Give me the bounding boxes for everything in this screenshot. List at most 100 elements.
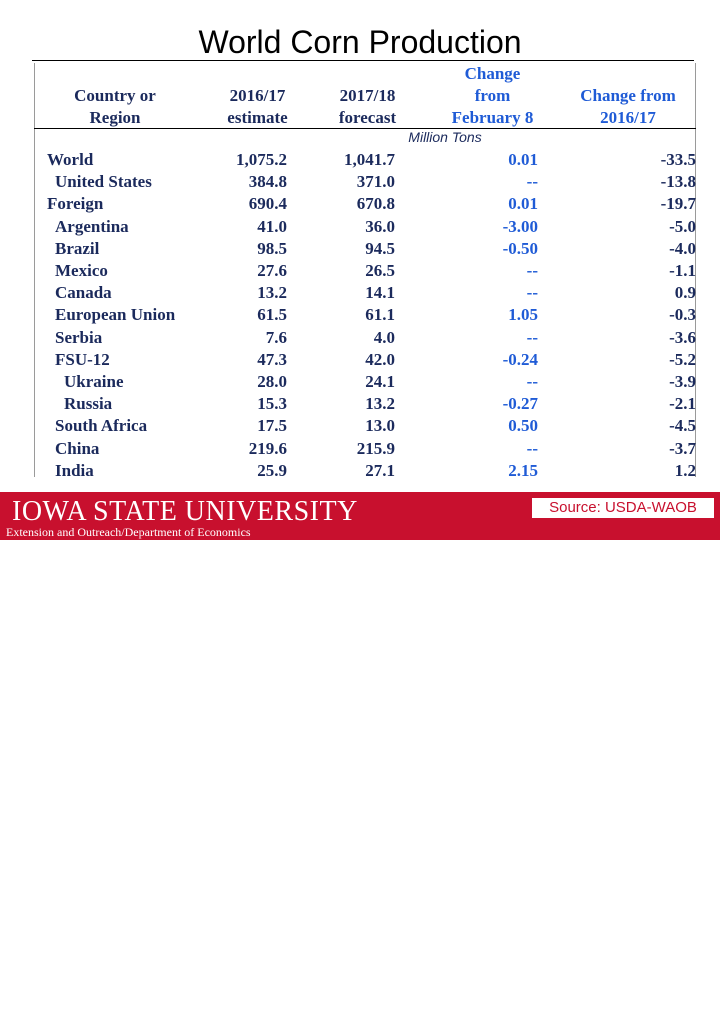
table-row: Serbia 7.6 4.0 -- -3.6 bbox=[0, 327, 720, 349]
source-label: Source: USDA-WAOB bbox=[532, 498, 714, 518]
header-change-prior: Change from 2016/17 bbox=[560, 85, 696, 129]
row-estimate: 27.6 bbox=[257, 261, 287, 280]
row-forecast: 215.9 bbox=[356, 438, 395, 458]
row-forecast: 670.8 bbox=[356, 194, 395, 214]
row-region-name: Brazil bbox=[55, 238, 100, 258]
row-region-name: Canada bbox=[55, 283, 112, 303]
table-row: Canada 13.2 14.1 -- 0.9 bbox=[0, 282, 720, 304]
header-region-line2: Region bbox=[89, 108, 141, 127]
row-change-feb: -- bbox=[526, 372, 538, 391]
row-estimate: 41.0 bbox=[257, 216, 287, 236]
header-region-line1: Country or bbox=[74, 86, 156, 105]
row-region-name: FSU-12 bbox=[55, 349, 110, 369]
row-forecast: 371.0 bbox=[356, 172, 395, 192]
row-region-name: Mexico bbox=[55, 261, 108, 280]
row-estimate: 690.4 bbox=[248, 194, 287, 214]
row-estimate: 61.5 bbox=[257, 305, 287, 325]
row-region-name: World bbox=[47, 150, 94, 169]
row-region-name: China bbox=[55, 438, 100, 458]
row-region-name: South Africa bbox=[55, 416, 148, 436]
row-forecast: 24.1 bbox=[365, 372, 395, 391]
row-estimate: 17.5 bbox=[257, 416, 287, 436]
row-forecast: 94.5 bbox=[365, 238, 395, 258]
row-change-feb: -0.50 bbox=[502, 238, 538, 258]
row-change-feb: 0.01 bbox=[508, 150, 538, 169]
row-region-name: India bbox=[55, 460, 94, 480]
row-change-prior: -1.1 bbox=[669, 261, 696, 280]
header-estimate: 2016/17 estimate bbox=[205, 85, 310, 129]
table-row: China 219.6 215.9 -- -3.7 bbox=[0, 438, 720, 460]
row-change-prior: -5.0 bbox=[669, 216, 696, 236]
row-change-prior: -19.7 bbox=[660, 194, 696, 214]
university-name: IOWA STATE UNIVERSITY bbox=[12, 496, 358, 527]
row-change-feb: -- bbox=[526, 438, 538, 458]
row-change-prior: -0.3 bbox=[669, 305, 696, 325]
row-estimate: 98.5 bbox=[257, 238, 287, 258]
row-change-feb: 0.01 bbox=[508, 194, 538, 214]
row-change-feb: -- bbox=[526, 283, 538, 303]
row-forecast: 42.0 bbox=[365, 349, 395, 369]
row-forecast: 61.1 bbox=[365, 305, 395, 325]
row-change-feb: -- bbox=[526, 261, 538, 280]
header-change-feb: Change from February 8 bbox=[425, 63, 560, 129]
row-change-prior: -4.0 bbox=[669, 238, 696, 258]
table-row: South Africa 17.5 13.0 0.50 -4.5 bbox=[0, 415, 720, 437]
row-region-name: European Union bbox=[55, 305, 176, 325]
header-change-feb-line2: from bbox=[474, 86, 511, 105]
table-row: Argentina 41.0 36.0 -3.00 -5.0 bbox=[0, 216, 720, 238]
slide-title: World Corn Production bbox=[198, 24, 522, 60]
table-row: FSU-12 47.3 42.0 -0.24 -5.2 bbox=[0, 349, 720, 371]
row-change-prior: -4.5 bbox=[669, 416, 696, 436]
table-row: Russia 15.3 13.2 -0.27 -2.1 bbox=[0, 393, 720, 415]
table-row: Foreign 690.4 670.8 0.01 -19.7 bbox=[0, 193, 720, 215]
header-change-feb-line1: Change bbox=[464, 64, 521, 83]
row-forecast: 26.5 bbox=[365, 261, 395, 280]
row-region-name: Ukraine bbox=[64, 372, 124, 391]
row-change-feb: -3.00 bbox=[502, 216, 538, 236]
table-row: World 1,075.2 1,041.7 0.01 -33.5 bbox=[0, 149, 720, 171]
row-forecast: 1,041.7 bbox=[344, 150, 395, 169]
row-change-prior: -5.2 bbox=[669, 349, 696, 369]
table-row: Brazil 98.5 94.5 -0.50 -4.0 bbox=[0, 238, 720, 260]
row-change-prior: 1.2 bbox=[674, 460, 696, 480]
row-estimate: 219.6 bbox=[248, 438, 287, 458]
row-change-prior: -3.7 bbox=[669, 438, 696, 458]
header-forecast-line2: forecast bbox=[338, 108, 397, 127]
row-forecast: 4.0 bbox=[373, 327, 395, 347]
row-region-name: Russia bbox=[64, 394, 113, 414]
header-forecast: 2017/18 forecast bbox=[315, 85, 420, 129]
row-change-feb: 2.15 bbox=[508, 460, 538, 480]
row-estimate: 1,075.2 bbox=[236, 150, 287, 169]
row-change-feb: 0.50 bbox=[508, 416, 538, 436]
table-row: Mexico 27.6 26.5 -- -1.1 bbox=[0, 260, 720, 282]
row-region-name: Serbia bbox=[55, 327, 103, 347]
department-name: Extension and Outreach/Department of Eco… bbox=[6, 525, 251, 539]
row-forecast: 27.1 bbox=[365, 460, 395, 480]
row-forecast: 36.0 bbox=[365, 216, 395, 236]
header-estimate-line2: estimate bbox=[227, 108, 288, 127]
row-estimate: 25.9 bbox=[257, 460, 287, 480]
row-change-feb: -0.24 bbox=[502, 349, 538, 369]
table-row: Ukraine 28.0 24.1 -- -3.9 bbox=[0, 371, 720, 393]
row-estimate: 47.3 bbox=[257, 349, 287, 369]
row-change-feb: -0.27 bbox=[502, 394, 538, 414]
units-label: Million Tons bbox=[408, 129, 482, 145]
row-change-prior: 0.9 bbox=[674, 283, 696, 303]
row-forecast: 14.1 bbox=[365, 283, 395, 303]
brand-name: Ag Decision Maker bbox=[546, 1008, 714, 1032]
row-region-name: Foreign bbox=[47, 194, 104, 214]
row-change-prior: -3.6 bbox=[669, 327, 696, 347]
row-change-prior: -2.1 bbox=[669, 394, 696, 414]
row-change-prior: -33.5 bbox=[660, 150, 696, 169]
row-estimate: 7.6 bbox=[265, 327, 287, 347]
header-change-prior-line2: 2016/17 bbox=[600, 108, 656, 127]
row-forecast: 13.2 bbox=[365, 394, 395, 414]
header-estimate-line1: 2016/17 bbox=[229, 86, 286, 105]
row-estimate: 28.0 bbox=[257, 372, 287, 391]
header-divider bbox=[34, 128, 696, 129]
header-forecast-line1: 2017/18 bbox=[339, 86, 396, 105]
row-change-feb: -- bbox=[526, 327, 538, 347]
header-change-prior-line1: Change from bbox=[580, 86, 676, 105]
row-change-feb: 1.05 bbox=[508, 305, 538, 325]
row-change-prior: -13.8 bbox=[660, 172, 696, 192]
